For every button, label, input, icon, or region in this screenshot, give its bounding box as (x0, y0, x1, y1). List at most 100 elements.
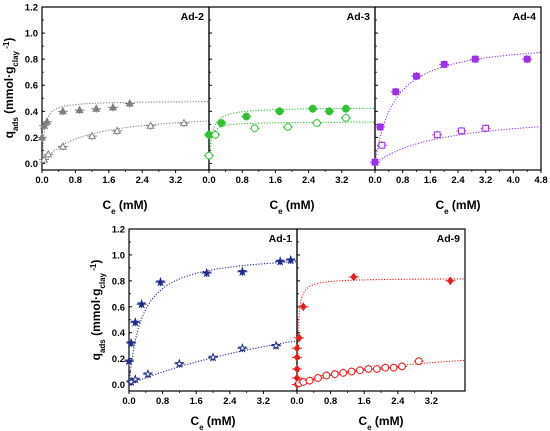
marker-star (155, 276, 166, 287)
data-point (274, 107, 285, 116)
marker-triangle (40, 155, 49, 163)
y-tick-label: 0.4 (25, 107, 39, 118)
fit-curve (42, 101, 209, 164)
data-point (311, 119, 322, 128)
marker-square (433, 131, 441, 139)
fit-curve (209, 121, 375, 164)
data-point (57, 106, 68, 116)
marker-star (136, 298, 147, 309)
marker-circle (322, 371, 331, 380)
fit-curve (297, 359, 465, 386)
fit-curve (42, 120, 209, 164)
marker-triangle (40, 121, 49, 129)
marker-diamond (293, 353, 301, 362)
x-tick-label: 1.6 (424, 175, 437, 186)
x-tick-label: 3.2 (257, 396, 270, 407)
x-tick-label: 4.8 (534, 175, 547, 186)
marker-circle (211, 130, 220, 139)
panel-ad-4: 0.0 0.8 1.6 2.4 3.2 4.0 4.8 Ad-4 (368, 6, 548, 186)
marker-triangle (179, 118, 189, 127)
y-tick-label: 1.2 (25, 3, 38, 14)
marker-circle (398, 362, 406, 371)
marker-circle (389, 363, 398, 372)
x-tick-label: 3.2 (425, 396, 438, 407)
y-tick-label: 0.2 (25, 133, 38, 144)
x-tick-label: 0.8 (324, 396, 337, 407)
marker-star (126, 337, 137, 348)
data-point (124, 355, 134, 366)
data-point (329, 370, 340, 379)
data-point (43, 149, 54, 159)
panel-title: Ad-1 (269, 233, 292, 245)
data-point (340, 104, 351, 113)
data-point (126, 337, 137, 348)
x-tick-label: 2.4 (391, 396, 405, 407)
marker-triangle (75, 105, 84, 114)
marker-circle (342, 104, 350, 113)
fit-curve (129, 261, 297, 385)
marker-circle (308, 104, 317, 113)
data-point (375, 122, 386, 131)
marker-circle (217, 119, 226, 127)
marker-circle (330, 370, 339, 379)
marker-square (440, 60, 448, 68)
data-point (292, 364, 302, 374)
marker-triangle (37, 132, 47, 141)
x-tick-label: 0.8 (396, 175, 409, 186)
marker-star (142, 368, 153, 379)
data-point (275, 256, 286, 266)
y-tick-label: 0.8 (112, 276, 125, 287)
panel-title: Ad-3 (347, 11, 370, 23)
data-point (216, 119, 227, 128)
data-point (271, 340, 281, 350)
data-point (340, 113, 351, 122)
x-axis-label-ad2: Ce (mM) (102, 198, 147, 216)
data-point (294, 333, 305, 343)
data-point (307, 104, 318, 113)
y-axis-label-top: qads (mmol·gclay -1) (2, 38, 20, 139)
x-tick-label: 1.6 (269, 175, 282, 186)
marker-triangle (44, 149, 53, 158)
data-point (292, 344, 302, 353)
panel-ad-2: 0.0 0.8 1.6 2.4 3.2 0.0 0.2 0.4 0.6 0.8 1.0 1.2 Ad-2 (25, 3, 210, 186)
x-tick-label: 2.4 (302, 175, 316, 186)
x-tick-label: 0.0 (122, 396, 135, 407)
panel-ad-1: 0.0 0.8 1.6 2.4 3.2 0.0 0.2 0.4 0.6 0.8 1.0 1.2 Ad-1 (112, 225, 298, 407)
x-axis-label-ad4: Ce (mM) (435, 198, 480, 216)
data-point (57, 142, 68, 151)
data-point (355, 366, 365, 375)
x-axis-label-ad3: Ce (mM) (269, 198, 314, 216)
marker-circle (364, 365, 373, 373)
marker-triangle (58, 142, 67, 150)
marker-circle (250, 124, 259, 133)
x-tick-label: 0.0 (368, 175, 381, 186)
data-point (439, 60, 450, 69)
data-point (456, 126, 467, 135)
x-tick-label: 3.2 (479, 175, 492, 186)
data-point (124, 99, 135, 108)
marker-circle (205, 151, 213, 160)
data-point (39, 155, 50, 164)
marker-square (378, 141, 386, 149)
y-tick-label: 0.4 (112, 328, 126, 339)
x-tick-label: 1.6 (190, 396, 203, 407)
data-point (292, 353, 302, 362)
y-tick-label: 0.0 (112, 380, 125, 391)
data-point (470, 55, 481, 64)
marker-triangle (88, 131, 97, 140)
marker-circle (275, 107, 284, 116)
fit-curve (375, 126, 541, 164)
data-point (348, 272, 359, 282)
x-tick-label: 1.6 (358, 396, 371, 407)
data-point (370, 158, 380, 167)
data-point (321, 371, 332, 380)
data-point (522, 55, 533, 64)
data-point (380, 363, 391, 372)
x-tick-label: 0.8 (69, 175, 82, 186)
marker-star (124, 355, 134, 366)
data-point (201, 267, 212, 278)
marker-star (208, 352, 218, 362)
panel-title: Ad-4 (513, 11, 536, 23)
plot-frame (208, 6, 376, 171)
marker-triangle (146, 121, 155, 129)
